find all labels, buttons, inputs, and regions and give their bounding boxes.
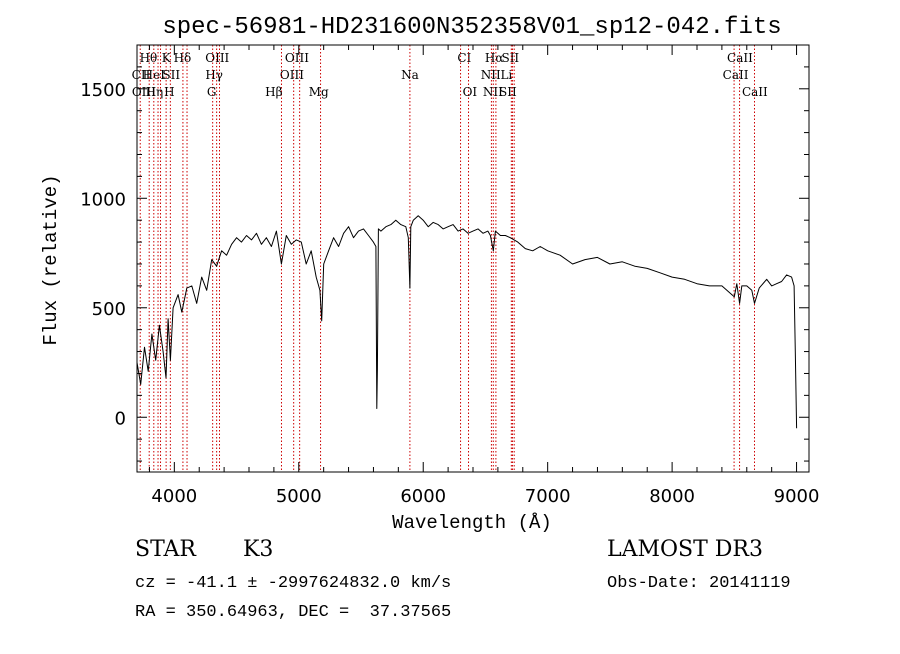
spectral-subclass: K3 (243, 537, 274, 562)
line-marker-label: CII (132, 68, 151, 82)
line-marker-label: OIII (285, 51, 309, 65)
line-marker-label: Mg (309, 85, 329, 99)
y-tick-label: 1000 (80, 189, 126, 210)
line-marker-label: CaII (727, 51, 753, 65)
line-marker-label: Na (401, 68, 419, 82)
obs-date: Obs-Date: 20141119 (607, 574, 791, 593)
line-marker-label: HeI (143, 68, 166, 82)
line-marker-label: H (164, 85, 174, 99)
line-marker-label: SII (162, 68, 180, 82)
chart-title: spec-56981-HD231600N352358V01_sp12-042.f… (162, 14, 781, 41)
x-tick-label: 7000 (525, 486, 571, 507)
x-tick-label: 5000 (276, 486, 322, 507)
line-marker-label: OIII (205, 51, 229, 65)
x-tick-label: 6000 (400, 486, 446, 507)
plot-frame (136, 44, 810, 473)
line-marker-label: SII (501, 51, 519, 65)
line-marker-label: CI (457, 51, 471, 65)
y-axis-label: Flux (relative) (40, 174, 62, 345)
line-marker-label: OIII (280, 68, 304, 82)
spectrum-line (136, 215, 798, 429)
x-axis: 4000 5000 6000 7000 8000 9000 (148, 45, 820, 507)
line-marker-label: G (207, 85, 217, 99)
line-marker-label: Hα (485, 51, 504, 65)
line-marker-label: CaII (723, 68, 749, 82)
coordinates: RA = 350.64963, DEC = 37.37565 (135, 603, 452, 622)
x-tick-label: 9000 (774, 486, 820, 507)
line-marker-label: OI (463, 85, 478, 99)
object-type: STAR (135, 537, 196, 562)
line-marker-label: NII (481, 68, 501, 82)
line-marker-label: Hγ (205, 68, 223, 82)
line-marker-label: Hθ (140, 51, 158, 65)
x-axis-label: Wavelength (Å) (392, 512, 552, 534)
line-marker-label: Li (500, 68, 512, 82)
line-marker-label: Hη (146, 85, 164, 99)
series-layer (136, 215, 798, 429)
line-marker-label: Hδ (174, 51, 192, 65)
line-marker-label: K (162, 51, 172, 65)
y-tick-label: 500 (92, 299, 126, 320)
line-marker-label: NII (483, 85, 503, 99)
x-tick-label: 4000 (151, 486, 197, 507)
line-marker-label: SII (499, 85, 517, 99)
line-marker-label: Hβ (265, 85, 282, 99)
x-tick-label: 8000 (649, 486, 695, 507)
line-marker-label: CaII (742, 85, 768, 99)
y-tick-label: 0 (115, 408, 126, 429)
y-tick-label: 1500 (80, 80, 126, 101)
survey-name: LAMOST DR3 (607, 537, 763, 562)
y-axis: 0 500 1000 1500 (80, 44, 809, 462)
redshift-text: cz = -41.1 ± -2997624832.0 km/s (135, 574, 452, 593)
